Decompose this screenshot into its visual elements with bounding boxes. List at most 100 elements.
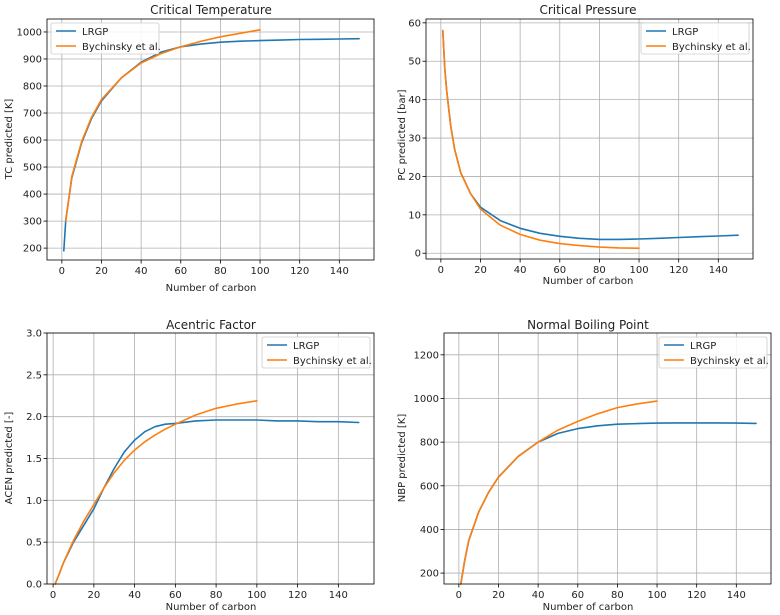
panel-critical-pressure: Critical Pressure Number of carbon PC pr… [397, 3, 754, 287]
y-tick-label: 50 [408, 57, 421, 68]
tick-labels: 0 20 40 60 80 100 120 140 200 400 600 800 1000 1200 [414, 350, 746, 601]
series-line-lrgp [54, 419, 360, 585]
y-tick-label: 0.0 [26, 580, 42, 591]
x-tick-label: 140 [727, 590, 746, 601]
panel-title: Critical Pressure [539, 3, 636, 17]
y-tick-label: 800 [420, 438, 439, 449]
x-tick-label: 120 [687, 590, 706, 601]
legend-frame [658, 336, 768, 369]
x-axis-label: Number of carbon [166, 602, 257, 613]
panel-acentric-factor: Acentric Factor Number of carbon ACEN pr… [4, 318, 375, 613]
series-line-bychinsky-et-al [459, 400, 658, 585]
x-tick-label: 80 [611, 590, 624, 601]
y-tick-label: 800 [23, 82, 42, 93]
plot-area [46, 18, 375, 261]
x-tick-label: 100 [250, 266, 269, 277]
x-tick-label: 100 [629, 265, 648, 276]
x-tick-label: 20 [474, 265, 487, 276]
legend-frame [261, 336, 371, 369]
x-tick-label: 60 [571, 590, 584, 601]
x-tick-label: 20 [87, 590, 100, 601]
y-tick-label: 0 [415, 249, 421, 260]
x-tick-label: 120 [669, 265, 688, 276]
y-tick-label: 600 [23, 136, 42, 147]
data-lines [441, 29, 739, 249]
panel-title: Normal Boiling Point [527, 318, 649, 332]
x-tick-label: 120 [290, 266, 309, 277]
x-tick-label: 40 [532, 590, 545, 601]
y-tick-label: 30 [408, 134, 421, 145]
x-tick-label: 80 [214, 266, 227, 277]
x-tick-label: 60 [174, 266, 187, 277]
series-line-bychinsky-et-al [54, 399, 258, 585]
y-tick-label: 400 [23, 190, 42, 201]
x-tick-label: 140 [330, 266, 349, 277]
x-tick-label: 0 [59, 266, 65, 277]
legend-label-lrgp: LRGP [690, 341, 716, 352]
plot-area [46, 332, 375, 585]
legend-label-bychinsky: Bychinsky et al. [293, 356, 372, 367]
plot-area [443, 332, 772, 585]
x-tick-label: 40 [128, 590, 141, 601]
data-lines [459, 400, 757, 585]
panel-title: Critical Temperature [150, 3, 272, 17]
y-tick-label: 10 [408, 210, 421, 221]
x-tick-label: 20 [95, 266, 108, 277]
legend-frame [50, 22, 160, 55]
y-tick-label: 900 [23, 54, 42, 65]
y-axis-label: ACEN predicted [-] [4, 412, 15, 505]
y-axis-label: TC predicted [K] [4, 99, 15, 181]
panel-normal-boiling-point: Normal Boiling Point Number of carbon NB… [397, 318, 772, 613]
tick-labels: 0 20 40 60 80 100 120 140 0 10 20 30 40 50 60 [408, 18, 728, 276]
legend-frame [640, 22, 750, 55]
data-lines [54, 399, 360, 585]
y-tick-label: 0.5 [26, 538, 42, 549]
y-tick-label: 500 [23, 163, 42, 174]
y-tick-label: 1000 [414, 394, 439, 405]
y-tick-label: 300 [23, 217, 42, 228]
legend-label-bychinsky: Bychinsky et al. [672, 42, 751, 53]
legend: LRGP Bychinsky et al. [658, 336, 769, 369]
tick-labels: 0 20 40 60 80 100 120 140 200 300 400 500 600 700 800 9… [17, 27, 349, 277]
grid-lines [47, 19, 374, 260]
x-tick-label: 120 [288, 590, 307, 601]
y-axis-label: PC predicted [bar] [397, 89, 408, 180]
x-tick-label: 80 [593, 265, 606, 276]
y-tick-label: 1200 [414, 350, 439, 361]
legend: LRGP Bychinsky et al. [50, 22, 161, 55]
legend-label-lrgp: LRGP [672, 27, 698, 38]
y-tick-label: 200 [420, 569, 439, 580]
y-tick-label: 600 [420, 481, 439, 492]
y-tick-label: 40 [408, 95, 421, 106]
y-tick-label: 700 [23, 109, 42, 120]
x-tick-label: 0 [50, 590, 56, 601]
x-tick-label: 60 [169, 590, 182, 601]
x-tick-label: 100 [247, 590, 266, 601]
tick-labels: 0 20 40 60 80 100 120 140 0.0 0.5 1.0 1.5 2.0 2.5 3.0 [26, 329, 348, 602]
y-tick-label: 3.0 [26, 329, 42, 340]
y-tick-label: 1000 [17, 27, 42, 38]
data-lines [62, 28, 360, 252]
y-tick-label: 400 [420, 525, 439, 536]
x-tick-label: 40 [514, 265, 527, 276]
x-axis-label: Number of carbon [543, 602, 634, 613]
y-axis-label: NBP predicted [K] [397, 414, 408, 503]
x-tick-label: 0 [438, 265, 444, 276]
series-line-bychinsky-et-al [65, 28, 261, 222]
x-tick-label: 80 [210, 590, 223, 601]
legend: LRGP Bychinsky et al. [640, 22, 751, 55]
x-tick-label: 20 [492, 590, 505, 601]
y-tick-label: 1.5 [26, 454, 42, 465]
legend-label-bychinsky: Bychinsky et al. [82, 42, 161, 53]
y-tick-label: 1.0 [26, 496, 42, 507]
x-tick-label: 40 [135, 266, 148, 277]
panel-title: Acentric Factor [166, 318, 256, 332]
legend-label-bychinsky: Bychinsky et al. [690, 356, 769, 367]
y-tick-label: 200 [23, 244, 42, 255]
legend: LRGP Bychinsky et al. [261, 336, 372, 369]
panel-critical-temperature: Critical Temperature Number of carbon TC… [4, 3, 375, 294]
x-tick-label: 60 [553, 265, 566, 276]
x-tick-label: 140 [329, 590, 348, 601]
x-tick-label: 140 [709, 265, 728, 276]
